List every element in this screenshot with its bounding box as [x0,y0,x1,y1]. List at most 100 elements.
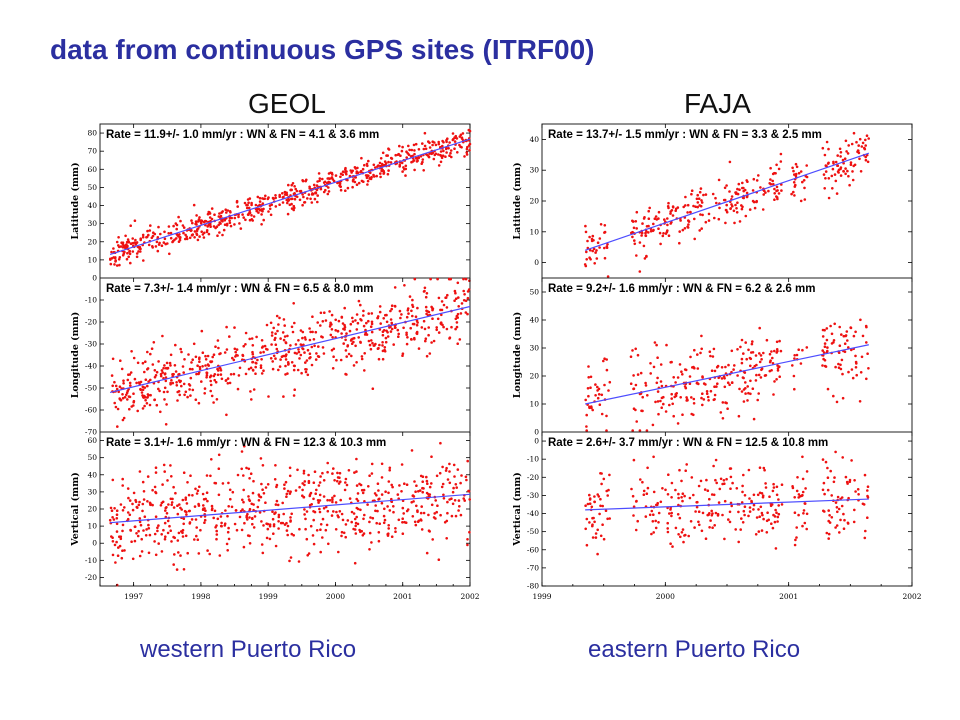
data-point [739,345,742,349]
data-point [290,197,293,201]
data-point [456,342,460,345]
data-point [165,403,168,406]
data-point [672,414,675,418]
data-point [258,511,262,514]
data-point [131,237,134,240]
data-point [319,550,323,554]
data-point [801,348,804,352]
data-point [858,157,861,161]
data-point [732,368,735,371]
data-point [832,339,836,342]
data-point [282,338,286,342]
data-point [750,500,753,504]
data-point [232,372,236,376]
data-point [254,203,258,207]
data-point [608,517,611,520]
data-point [216,373,220,377]
data-point [599,223,603,226]
data-point [264,501,267,505]
y-tick-label: 20 [529,372,539,381]
data-point [644,381,647,385]
data-point [118,544,122,548]
data-point [822,173,826,176]
data-point [453,289,457,293]
data-point [200,329,204,333]
caption-western: western Puerto Rico [140,636,357,663]
data-point [292,302,295,305]
data-point [115,387,119,391]
data-point [699,187,703,190]
data-point [179,506,182,510]
data-point [671,214,675,217]
data-point [647,209,650,213]
data-point [671,545,674,548]
data-point [355,515,359,519]
data-point [223,351,227,354]
data-point [249,366,253,370]
data-point [156,529,159,533]
data-point [346,519,350,522]
data-point [303,508,306,511]
data-point [855,362,858,365]
data-point [217,493,221,497]
data-point [676,422,680,425]
data-point [310,193,314,196]
data-point [293,388,296,392]
data-point [593,495,596,498]
data-point [293,351,297,355]
data-point [856,150,859,154]
data-point [585,258,588,261]
data-point [756,493,760,497]
data-point [374,342,377,346]
data-point [645,492,649,496]
data-point [821,364,824,367]
data-point [207,364,210,367]
data-point [355,313,359,316]
data-point [113,507,116,510]
y-tick-label: 50 [529,288,539,297]
data-point [736,374,739,377]
data-point [122,416,126,420]
y-tick-label: 10 [529,227,539,236]
data-point [203,521,206,524]
data-point [214,345,217,348]
data-point [836,495,840,499]
data-point [381,341,384,344]
data-point [741,186,744,190]
data-point [701,392,704,396]
data-point [743,188,747,192]
data-point [775,348,779,351]
data-point [635,254,638,257]
data-point [674,381,677,384]
data-point [401,521,404,524]
data-point [681,373,684,376]
data-point [839,174,843,177]
data-point [303,513,306,516]
data-point [321,320,325,323]
data-point [714,196,717,200]
data-point [248,218,252,222]
data-point [674,393,677,396]
data-point [182,517,186,520]
data-point [129,371,133,374]
data-point [723,537,726,541]
data-point [357,299,361,303]
data-point [227,537,231,541]
data-point [214,226,217,230]
data-point [209,379,212,383]
y-tick-label: -40 [85,362,97,371]
data-point [648,206,651,210]
data-point [382,164,385,167]
data-point [842,527,846,530]
data-point [741,376,745,379]
data-point [776,369,780,372]
data-point [272,354,276,358]
data-point [290,188,293,192]
data-point [120,367,124,371]
data-point [689,355,692,359]
y-tick-label: -40 [527,509,539,518]
data-point [466,538,469,541]
data-point [319,187,323,191]
data-point [768,352,772,356]
data-point [336,476,340,479]
